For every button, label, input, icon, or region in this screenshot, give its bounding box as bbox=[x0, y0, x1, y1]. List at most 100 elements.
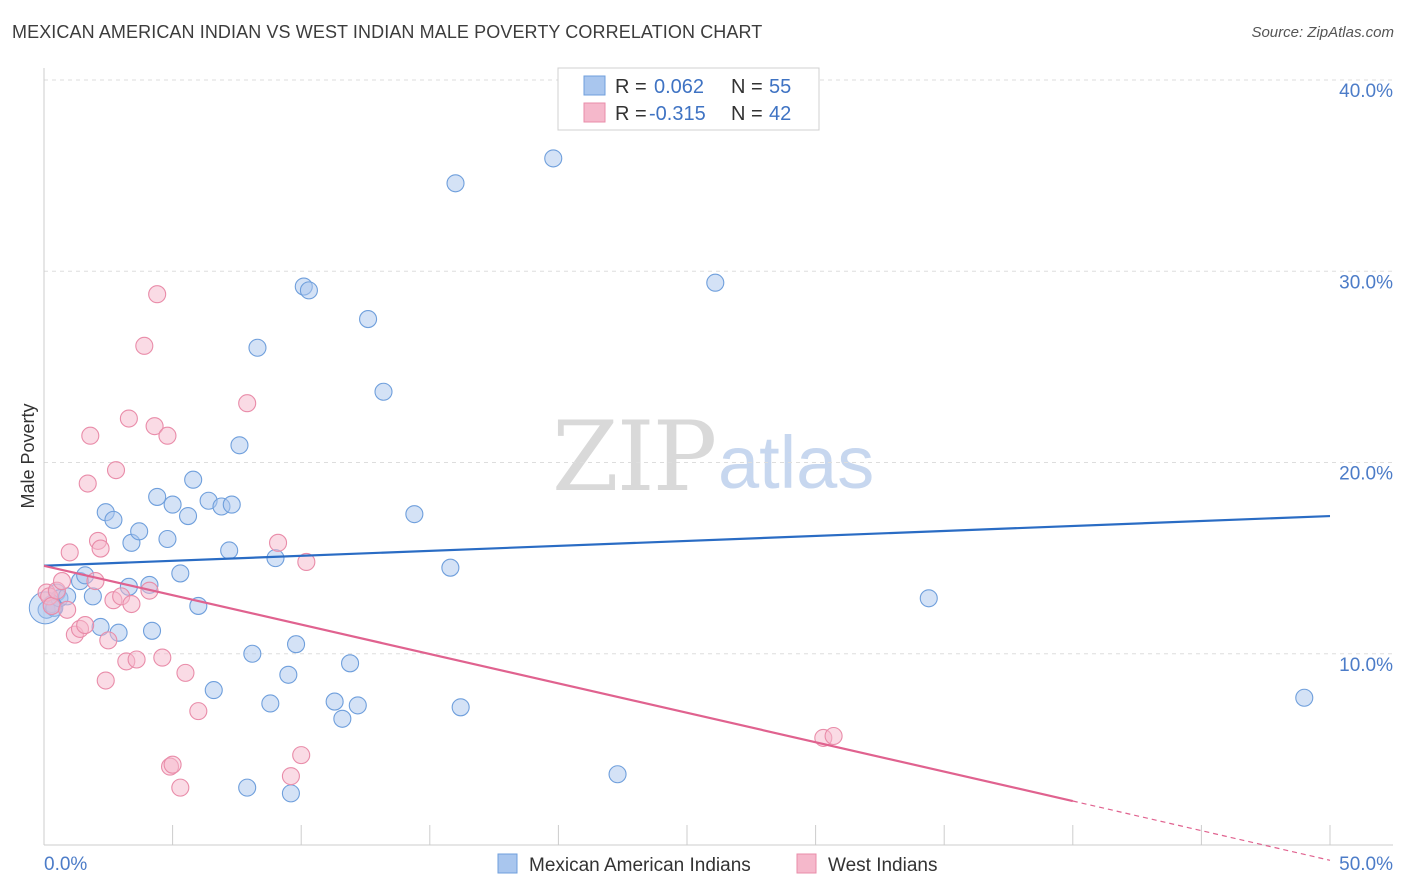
data-point bbox=[281, 784, 300, 803]
data-point bbox=[204, 681, 223, 700]
y-tick-labels: 10.0% 20.0% 30.0% 40.0% bbox=[1339, 81, 1393, 676]
data-point bbox=[446, 174, 465, 193]
data-point bbox=[222, 495, 241, 514]
data-point bbox=[292, 746, 311, 765]
trend-lines bbox=[43, 514, 1331, 861]
data-point bbox=[184, 470, 203, 489]
chart-title: MEXICAN AMERICAN INDIAN VS WEST INDIAN M… bbox=[12, 22, 763, 42]
x-tick-labels: 0.0% 50.0% bbox=[44, 854, 1393, 875]
data-point bbox=[325, 692, 344, 711]
data-point bbox=[171, 564, 190, 583]
data-point bbox=[130, 522, 149, 541]
data-point bbox=[83, 587, 102, 606]
data-point bbox=[405, 505, 424, 524]
data-point bbox=[287, 635, 306, 654]
data-point bbox=[176, 663, 195, 682]
data-point bbox=[297, 552, 316, 572]
legend-r-value-blue: 0.062 bbox=[654, 76, 704, 98]
grid bbox=[44, 79, 1393, 655]
data-point bbox=[158, 426, 177, 445]
data-point bbox=[158, 529, 177, 549]
legend-bottom-label-pink: West Indians bbox=[828, 855, 937, 876]
axes bbox=[43, 68, 1393, 846]
data-point bbox=[142, 621, 162, 640]
data-point bbox=[163, 495, 182, 514]
data-point bbox=[1295, 688, 1314, 707]
legend-series: Mexican American Indians West Indians bbox=[497, 853, 937, 876]
data-point bbox=[178, 506, 198, 526]
data-point bbox=[348, 696, 367, 715]
data-point bbox=[60, 543, 79, 562]
data-point bbox=[104, 510, 123, 529]
data-point bbox=[148, 285, 167, 304]
data-point bbox=[96, 671, 115, 690]
data-point bbox=[163, 755, 182, 774]
x-tick-label-max: 50.0% bbox=[1339, 854, 1393, 875]
legend-n-value-blue: 55 bbox=[769, 76, 791, 98]
data-point bbox=[220, 541, 239, 560]
trend-line-mexican-american-indians bbox=[43, 514, 1331, 567]
data-point bbox=[148, 487, 167, 506]
watermark-zip: ZIP bbox=[552, 401, 715, 513]
data-point bbox=[122, 594, 141, 614]
data-point bbox=[359, 310, 378, 329]
legend-r-label-pink: R = bbox=[615, 103, 647, 125]
data-point bbox=[919, 589, 938, 608]
data-point bbox=[76, 616, 95, 635]
data-point bbox=[281, 767, 300, 786]
data-point bbox=[824, 726, 843, 746]
x-tick-label-min: 0.0% bbox=[44, 854, 87, 875]
data-point bbox=[706, 273, 725, 292]
legend-r-label-blue: R = bbox=[615, 76, 647, 98]
data-point bbox=[78, 474, 97, 493]
data-point bbox=[238, 778, 257, 797]
legend-bottom-label-blue: Mexican American Indians bbox=[529, 855, 751, 876]
watermark: ZIP atlas bbox=[552, 401, 874, 513]
series-west-indians bbox=[37, 285, 843, 797]
trend-line-west-indians-extension bbox=[1072, 800, 1331, 861]
data-point bbox=[145, 417, 164, 436]
data-point bbox=[171, 778, 190, 797]
trend-line-west-indians bbox=[43, 564, 1074, 803]
legend-n-label-pink: N = bbox=[731, 103, 763, 125]
data-point bbox=[608, 765, 627, 784]
legend-n-value-pink: 42 bbox=[769, 103, 791, 125]
y-tick-label: 40.0% bbox=[1339, 81, 1393, 102]
data-point bbox=[81, 426, 100, 445]
data-point bbox=[106, 461, 126, 480]
data-point bbox=[544, 149, 563, 168]
data-point bbox=[91, 539, 110, 558]
data-point bbox=[279, 665, 298, 684]
data-point bbox=[119, 409, 138, 428]
data-point bbox=[374, 382, 393, 401]
data-point bbox=[441, 558, 460, 577]
legend-bottom-swatch-blue bbox=[497, 853, 518, 874]
data-point bbox=[52, 572, 72, 591]
legend-n-label-blue: N = bbox=[731, 76, 763, 98]
data-point bbox=[189, 702, 208, 721]
legend-stats: R = 0.062 N = 55 R = -0.315 N = 42 bbox=[557, 67, 820, 131]
data-point bbox=[135, 336, 154, 355]
data-point bbox=[127, 650, 146, 669]
data-point bbox=[58, 600, 77, 619]
data-point bbox=[99, 631, 118, 650]
data-point bbox=[341, 654, 360, 673]
data-point bbox=[299, 281, 318, 300]
data-point bbox=[451, 698, 470, 717]
data-point bbox=[269, 533, 288, 552]
data-point bbox=[238, 394, 257, 413]
y-tick-label: 10.0% bbox=[1339, 655, 1393, 676]
data-point bbox=[333, 709, 352, 728]
chart-source: Source: ZipAtlas.com bbox=[1251, 24, 1394, 41]
y-tick-label: 20.0% bbox=[1339, 464, 1393, 485]
y-tick-label: 30.0% bbox=[1339, 272, 1393, 293]
data-point bbox=[261, 694, 280, 713]
data-point bbox=[153, 648, 172, 667]
data-point bbox=[243, 644, 262, 663]
legend-swatch-pink bbox=[583, 102, 606, 123]
legend-r-value-pink: -0.315 bbox=[649, 103, 706, 125]
y-axis-label: Male Poverty bbox=[18, 403, 38, 508]
data-point bbox=[248, 338, 267, 357]
data-point bbox=[42, 596, 61, 615]
